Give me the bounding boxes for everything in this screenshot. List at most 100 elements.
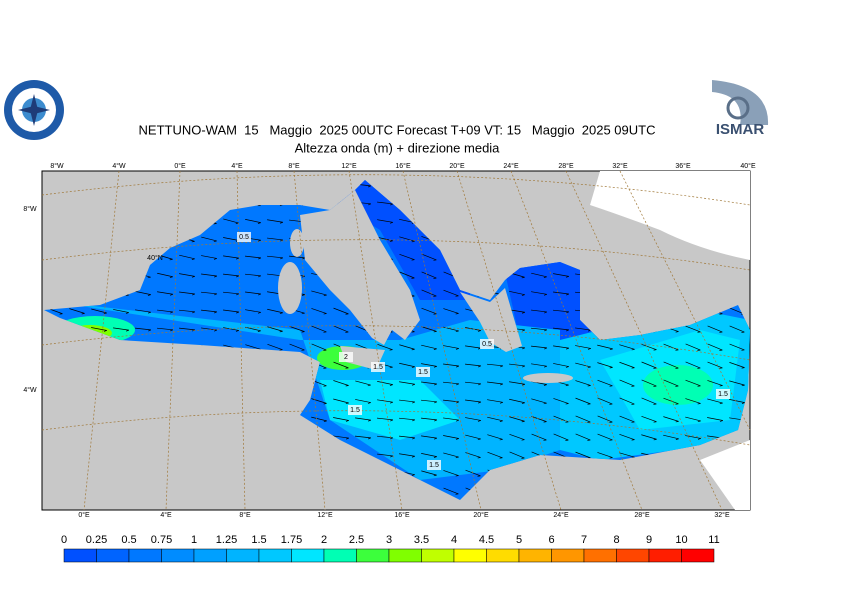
wave-arrow bbox=[685, 379, 701, 387]
contour-label: 1.5 bbox=[373, 364, 383, 371]
wave-arrow bbox=[91, 308, 107, 315]
wave-arrow bbox=[465, 363, 482, 368]
wave-arrow bbox=[707, 417, 723, 422]
wave-arrow bbox=[619, 361, 635, 369]
wave-arrow bbox=[553, 291, 570, 296]
wave-arrow bbox=[399, 435, 416, 440]
wave-arrow bbox=[443, 345, 459, 350]
wave-arrow bbox=[399, 417, 416, 422]
lon-label: 8°W bbox=[50, 162, 64, 170]
wave-arrow bbox=[201, 291, 218, 296]
wave-arrow bbox=[377, 201, 394, 206]
subtitle: Altezza onda (m) + direzione media bbox=[295, 140, 501, 155]
lon-label: 8°E bbox=[239, 511, 251, 519]
wave-arrow bbox=[685, 361, 701, 369]
wave-arrow bbox=[443, 381, 460, 386]
wave-arrow bbox=[355, 380, 371, 387]
wave-arrow bbox=[443, 308, 459, 315]
logo-left bbox=[4, 80, 64, 140]
wave-arrow bbox=[399, 381, 416, 386]
wave-arrow bbox=[355, 417, 372, 422]
colorbar-label: 0.25 bbox=[86, 534, 107, 546]
wave-arrow bbox=[333, 417, 349, 422]
wave-arrow bbox=[663, 434, 679, 440]
wave-arrow bbox=[663, 416, 679, 423]
wave-arrow bbox=[157, 272, 173, 278]
colorbar-label: 11 bbox=[708, 534, 719, 546]
lon-label: 28°E bbox=[558, 162, 574, 170]
wave-arrow bbox=[575, 415, 591, 423]
wave-arrow bbox=[421, 453, 437, 458]
wave-arrow bbox=[531, 272, 547, 278]
lat-label: 4°W bbox=[23, 386, 37, 394]
wave-arrow bbox=[399, 236, 415, 243]
wave-arrow bbox=[553, 433, 569, 441]
lon-label: 8°E bbox=[288, 162, 300, 170]
contour-label-bg bbox=[480, 339, 494, 349]
contour-label: 1.5 bbox=[718, 391, 728, 398]
colorbar-swatch bbox=[96, 548, 130, 563]
wave-arrow bbox=[377, 344, 393, 351]
wave-arrow bbox=[487, 416, 503, 422]
wave-arrow bbox=[179, 254, 195, 260]
wave-arrow bbox=[179, 291, 196, 296]
lon-label: 16°E bbox=[394, 511, 410, 519]
wave-arrow bbox=[223, 273, 240, 278]
wave-arrow bbox=[333, 380, 349, 387]
lon-label: 20°E bbox=[449, 162, 465, 170]
wave-arrow bbox=[707, 398, 723, 405]
wave-arrow bbox=[267, 237, 284, 242]
wave-arrow bbox=[135, 327, 152, 332]
wave-arrow bbox=[553, 345, 570, 350]
contour-label-bg bbox=[339, 352, 353, 362]
wave-arrow bbox=[311, 416, 327, 422]
wave-arrow bbox=[487, 451, 503, 459]
logo-right: ISMAR bbox=[710, 78, 770, 140]
islands bbox=[278, 190, 573, 383]
lon-label: 24°E bbox=[503, 162, 519, 170]
wave-arrow bbox=[597, 397, 613, 405]
wave-arrow bbox=[399, 453, 416, 458]
colorbar-label: 1.75 bbox=[281, 534, 302, 546]
colorbar-label: 3 bbox=[386, 534, 392, 546]
lon-label: 40°E bbox=[740, 162, 756, 170]
wave-arrow bbox=[531, 433, 547, 441]
wave-arrow bbox=[685, 416, 701, 423]
wave-arrow bbox=[443, 363, 460, 368]
colorbar-swatch bbox=[356, 548, 390, 563]
contour-label: 2 bbox=[344, 354, 348, 361]
map: 8°W 4°W 0°E 4°E 8°E 12°E 16°E 20°E 24°E 28°E 32°E 3… bbox=[23, 162, 756, 519]
wave-arrow bbox=[487, 434, 503, 441]
wave-arrow bbox=[729, 380, 745, 387]
wave-arrow bbox=[267, 326, 283, 333]
wave-arrow bbox=[311, 398, 327, 405]
wave-arrow bbox=[509, 398, 525, 404]
colorbar-swatch bbox=[291, 548, 325, 563]
wave-arrow bbox=[377, 453, 394, 458]
wave-arrow bbox=[729, 325, 745, 333]
wave-arrow bbox=[487, 399, 504, 404]
colorbar-label: 10 bbox=[675, 534, 687, 546]
wave-arrow bbox=[531, 416, 547, 423]
wave-arrow bbox=[641, 344, 657, 351]
wave-arrow bbox=[487, 381, 504, 386]
wave-arrow bbox=[641, 379, 657, 387]
wave-arrow bbox=[707, 343, 723, 351]
wave-arrow bbox=[91, 327, 107, 332]
wave-arrow bbox=[597, 452, 613, 459]
wave-arrow bbox=[421, 344, 437, 350]
lon-label: 28°E bbox=[634, 511, 650, 519]
wave-arrow bbox=[509, 363, 526, 368]
wave-arrow bbox=[421, 399, 438, 404]
wave-arrow bbox=[619, 397, 635, 405]
wave-arrow bbox=[575, 433, 591, 441]
wave-arrow bbox=[619, 434, 635, 441]
wave-arrow bbox=[333, 398, 349, 405]
contour-label: 1.5 bbox=[429, 462, 439, 469]
wave-arrow bbox=[421, 470, 437, 477]
contour-label-bg bbox=[237, 232, 251, 242]
wave-arrow bbox=[465, 381, 482, 386]
wave-arrow bbox=[575, 397, 591, 405]
contour-label-bg bbox=[716, 389, 730, 399]
wave-arrow bbox=[685, 343, 701, 351]
